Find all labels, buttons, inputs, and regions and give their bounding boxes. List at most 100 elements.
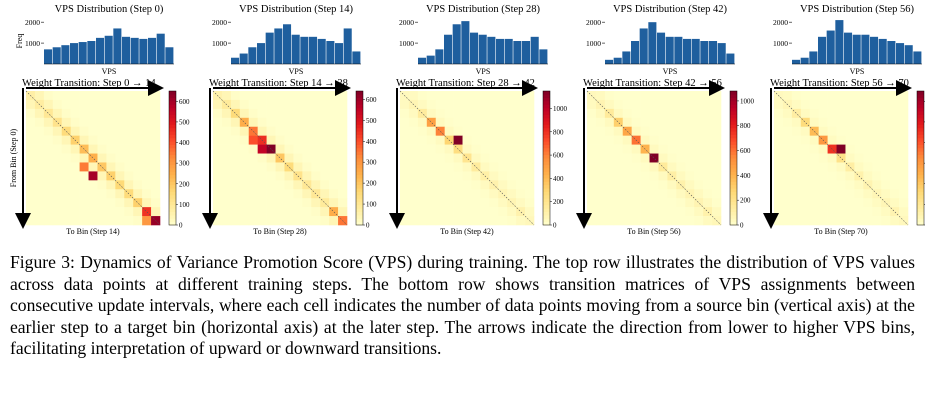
heatmap-cell <box>712 99 722 110</box>
heatmap-cell <box>213 180 223 190</box>
heatmap-cell <box>61 189 71 199</box>
colorbar-step <box>730 114 737 119</box>
heatmap-cell <box>595 216 606 226</box>
heatmap-cell <box>774 180 784 190</box>
colorbar-step <box>356 144 363 149</box>
bar <box>539 49 548 64</box>
heatmap-cell <box>836 189 846 199</box>
bar <box>300 36 309 64</box>
heatmap-cell <box>88 189 98 199</box>
colorbar-step <box>356 107 363 112</box>
heatmap-cell <box>516 171 526 181</box>
heatmap-cell <box>471 207 481 217</box>
colorbar-step <box>356 201 363 206</box>
colorbar-step <box>543 117 550 122</box>
heatmap-cell <box>34 108 45 119</box>
colorbar-step <box>169 144 176 149</box>
heatmap-cell <box>703 162 713 172</box>
heatmap-cell <box>676 189 686 199</box>
heatmap-cell <box>881 207 891 217</box>
heatmap-cell <box>507 91 517 101</box>
colorbar-tick-label: 400 <box>740 172 751 180</box>
colorbar-step <box>917 191 924 196</box>
heatmap-cell <box>106 189 116 199</box>
heatmap-cell <box>248 180 258 190</box>
heatmap-cell <box>604 153 615 163</box>
heatmap-cell <box>480 144 490 154</box>
heatmap-cell <box>61 135 71 145</box>
colorbar-step <box>169 114 176 119</box>
heatmap-cell <box>133 153 143 163</box>
heatmap-cell <box>52 153 63 163</box>
heatmap-cell <box>800 117 811 128</box>
heatmap-cell <box>809 91 819 101</box>
colorbar-frame <box>729 90 738 226</box>
heatmap-cell <box>791 207 802 217</box>
heatmap-cell <box>230 144 241 154</box>
heatmap-cell <box>667 99 677 110</box>
colorbar-step <box>917 194 924 199</box>
heatmap-cell <box>685 180 695 190</box>
heatmap-cell <box>800 171 811 181</box>
y-axis-label: Freq <box>15 34 24 49</box>
colorbar-step <box>543 151 550 156</box>
heatmap-cell <box>257 91 267 101</box>
heatmap-cell <box>400 198 410 208</box>
heatmap-cell <box>61 91 71 101</box>
heatmap-cell <box>791 108 802 119</box>
bar <box>683 38 692 64</box>
heatmap-cell <box>453 180 463 190</box>
heatmap-cell <box>221 162 232 172</box>
heatmap-cell <box>302 153 312 163</box>
heatmap-cell <box>79 207 89 217</box>
heatmap-cell <box>525 189 535 199</box>
heatmap-cell <box>685 207 695 217</box>
bar <box>139 38 148 64</box>
heatmap-cell <box>293 162 303 172</box>
heatmap-cell <box>471 91 481 101</box>
colorbar-step <box>169 161 176 166</box>
heatmap-cell <box>338 126 348 136</box>
heatmap-cell <box>462 207 472 217</box>
heatmap-cell <box>302 91 312 101</box>
heatmap-cell <box>320 135 330 145</box>
heatmap-cell <box>809 189 819 199</box>
heatmap-cell <box>516 126 526 136</box>
heatmap-cell <box>257 216 267 226</box>
heatmap-cell <box>649 135 659 145</box>
heatmap-cell <box>453 198 463 208</box>
heatmap-cell <box>97 153 107 163</box>
heatmap-cell <box>899 162 909 172</box>
heatmap-cell <box>444 153 454 163</box>
heatmap-cell <box>809 99 819 110</box>
heatmap-cell <box>453 216 463 226</box>
heatmap-cell <box>667 189 677 199</box>
chart-title: Weight Transition: Step 56 → 70 <box>770 78 909 89</box>
heatmap-cell <box>70 180 80 190</box>
heatmap-cell <box>791 135 802 145</box>
colorbar-step <box>169 221 176 226</box>
heatmap-cell <box>79 99 89 110</box>
heatmap-cell <box>587 108 597 119</box>
heatmap-cell <box>622 108 632 119</box>
heatmap-cell <box>471 189 481 199</box>
heatmap-cell <box>26 207 36 217</box>
heatmap-cell <box>311 171 321 181</box>
heatmap-cell <box>61 153 71 163</box>
colorbar-step <box>543 147 550 152</box>
heatmap-cell <box>142 99 152 110</box>
heatmap-cell <box>854 108 864 119</box>
heatmap-cell <box>774 189 784 199</box>
heatmap-cell <box>640 126 650 136</box>
heatmap-cell <box>26 144 36 154</box>
heatmap-cell <box>266 153 276 163</box>
heatmap-cell <box>881 117 891 128</box>
heatmap-cell <box>587 117 597 128</box>
heatmap-cell <box>836 135 846 145</box>
heatmap-cell <box>800 180 811 190</box>
heatmap-cell <box>872 216 882 226</box>
heatmap-cell <box>881 189 891 199</box>
heatmap-cell <box>221 153 232 163</box>
bar <box>631 41 640 64</box>
heatmap-cell <box>507 207 517 217</box>
